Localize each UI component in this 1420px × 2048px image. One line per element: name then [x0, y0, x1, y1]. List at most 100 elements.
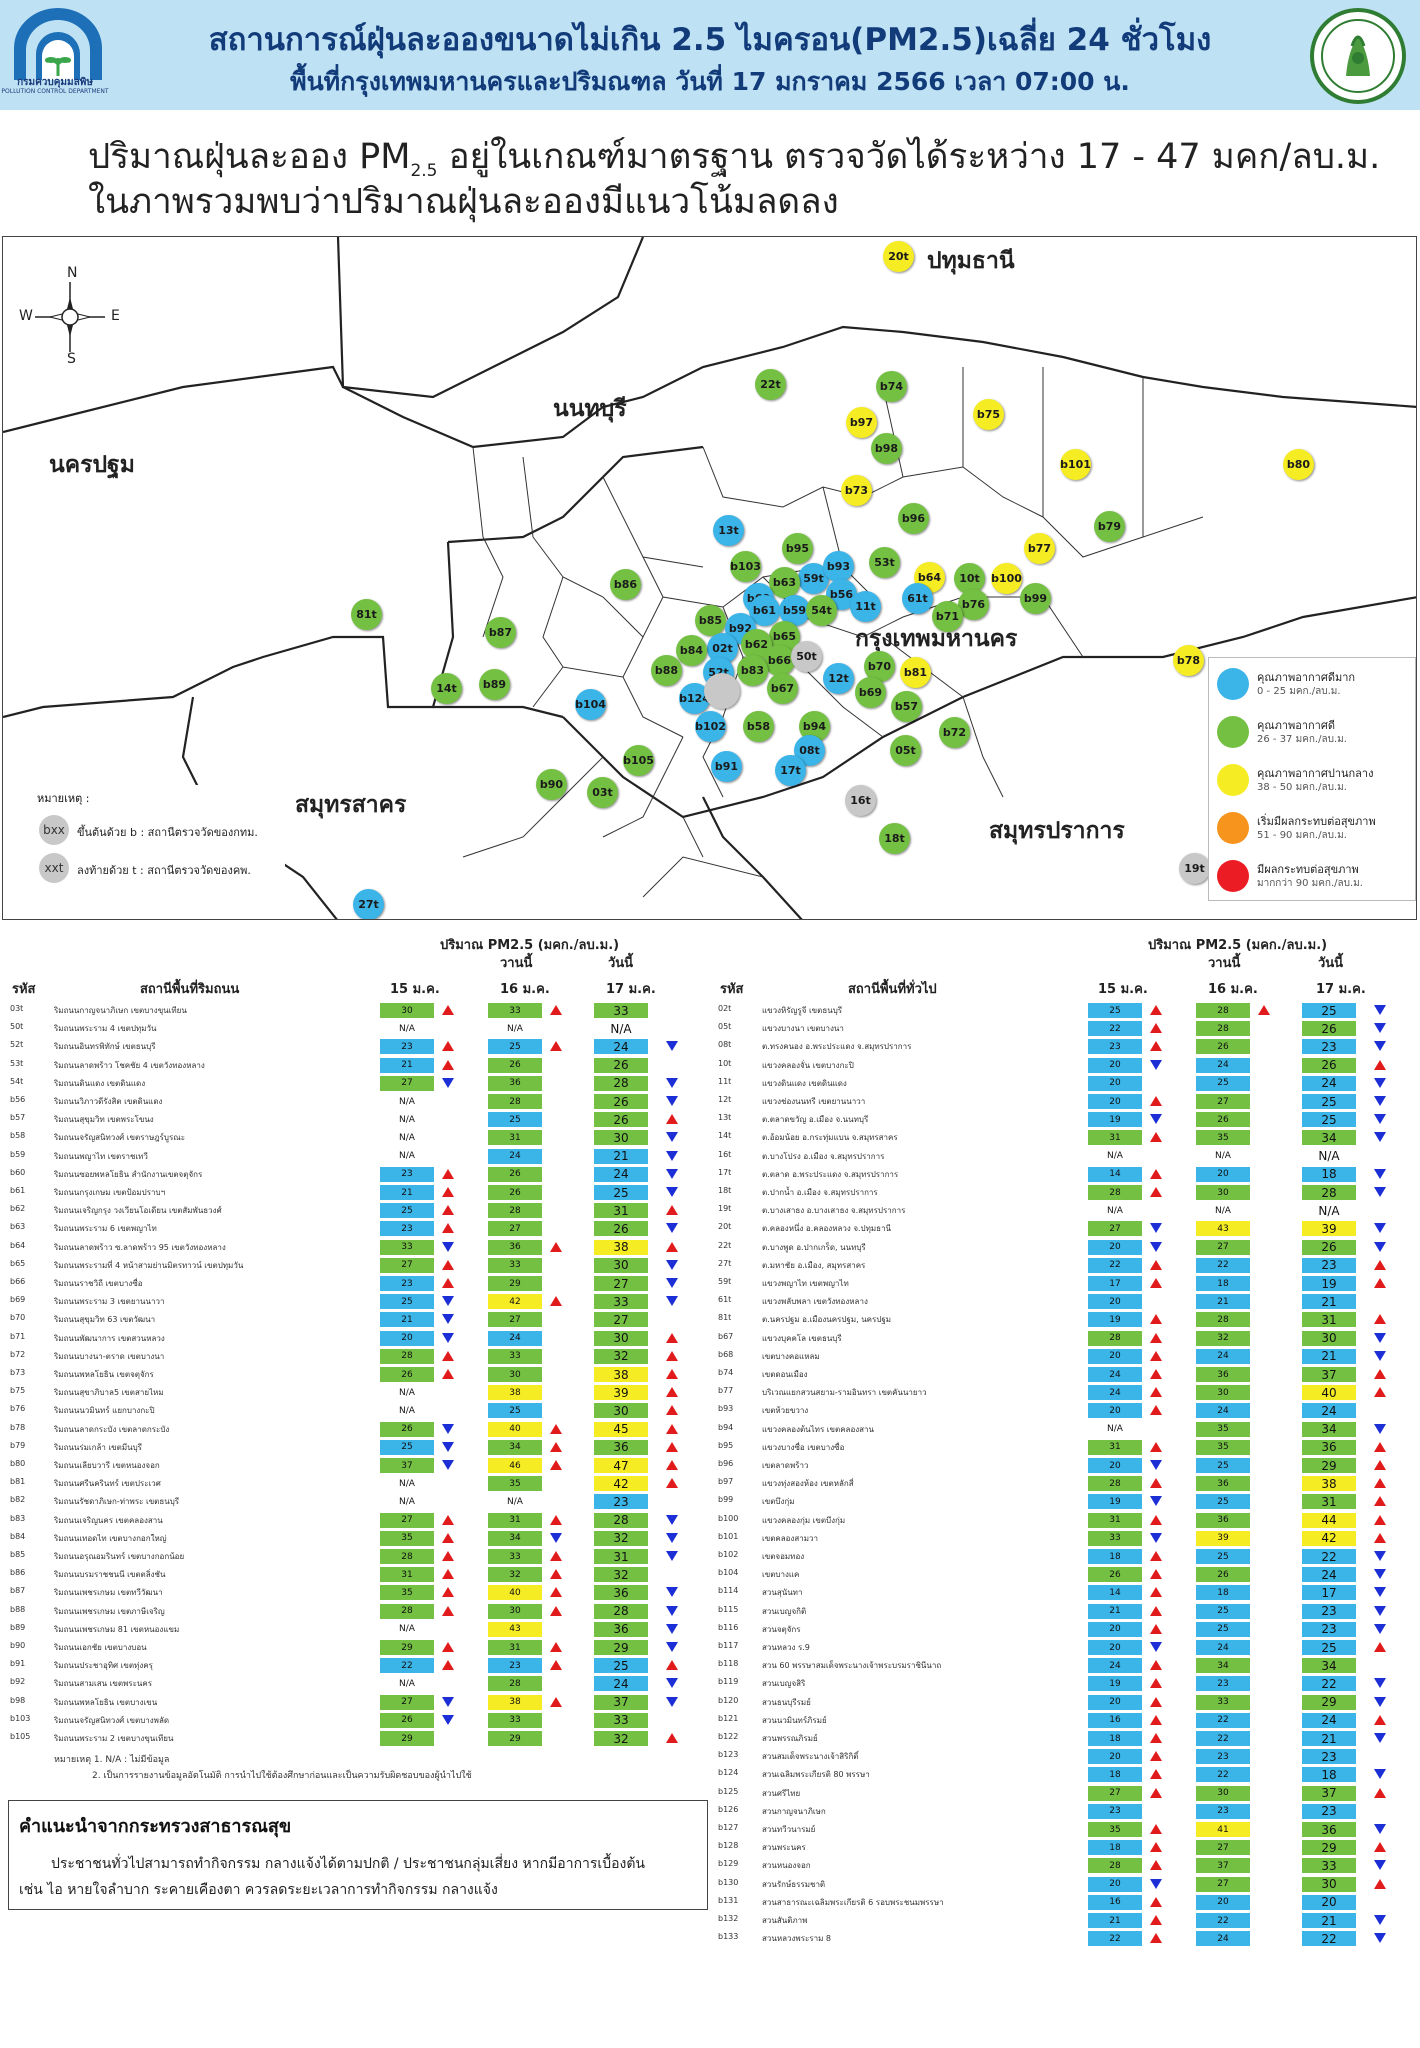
- table-row: b77 บริเวณแยกสวนสยาม-รามอินทรา เขตคันนายา…: [718, 1384, 1410, 1402]
- row-value-v16: 27: [1196, 1876, 1250, 1892]
- trend-up-icon: [666, 1332, 678, 1343]
- trend-up-icon: [442, 1642, 454, 1652]
- trend-up-icon: [1150, 1551, 1162, 1561]
- row-value-v17: 27: [594, 1312, 648, 1328]
- row-value-v17: 23: [594, 1494, 648, 1510]
- pcd-emblem-icon: [14, 8, 102, 80]
- row-value-v17: N/A: [594, 1021, 648, 1037]
- row-code: b114: [718, 1586, 739, 1596]
- trend-down-icon: [442, 1077, 454, 1088]
- compass-south: S: [67, 351, 76, 367]
- station-marker-b98: b98: [871, 433, 902, 464]
- trend-down-icon: [1150, 1241, 1162, 1252]
- row-value-v16: N/A: [1196, 1203, 1250, 1219]
- row-value-v15: 21: [380, 1057, 434, 1073]
- row-value-v16: 24: [488, 1330, 542, 1346]
- table-row: b76 ริมถนนนวมินทร์ แยกบางกะปิ N/A 25 30: [10, 1402, 700, 1420]
- row-value-v15: 20: [1088, 1239, 1142, 1255]
- row-code: b88: [10, 1604, 26, 1614]
- row-station-name: สวนพระนคร: [762, 1843, 806, 1853]
- row-value-v16: 25: [1196, 1075, 1250, 1091]
- row-value-v15: 20: [1088, 1294, 1142, 1310]
- row-station-name: ริมถนนเจริญนคร เขตคลองสาน: [54, 1515, 163, 1525]
- table-row: b80 ริมถนนเลียบวารี เขตหนองจอก 37 46 47: [10, 1457, 700, 1475]
- row-value-v16: 22: [1196, 1257, 1250, 1273]
- row-value-v15: 26: [380, 1712, 434, 1728]
- row-value-v17: 25: [1302, 1094, 1356, 1109]
- footnote-2: 2. เป็นการรายงานข้อมูลอัตโนมัติ การนำไปใ…: [92, 1771, 472, 1781]
- row-value-v17: 32: [594, 1530, 648, 1546]
- row-code: b85: [10, 1550, 26, 1559]
- date-17-header: 17 ม.ค.: [606, 982, 656, 997]
- row-station-name: ริมถนนประชาอุทิศ เขตทุ่งครุ: [54, 1661, 153, 1671]
- row-code: b90: [10, 1641, 26, 1650]
- row-value-v15: 22: [1088, 1257, 1142, 1273]
- row-value-v16: 23: [1196, 1749, 1250, 1765]
- station-marker-b78: b78: [1173, 645, 1204, 676]
- table-row: 22t ต.บางพูด อ.ปากเกร็ด, นนทบุรี 20 27 26: [718, 1239, 1410, 1257]
- trend-up-icon: [1150, 1915, 1162, 1925]
- station-marker-13t: 13t: [713, 515, 744, 546]
- trend-up-icon: [442, 1551, 454, 1561]
- row-value-v15: 33: [1088, 1530, 1142, 1546]
- legend-item: มีผลกระทบต่อสุขภาพ มากกว่า 90 มคก./ลบ.ม.: [1217, 858, 1416, 906]
- row-value-v16: 23: [1196, 1676, 1250, 1692]
- table-row: 54t ริมถนนดินแดง เขตดินแดง 27 36 28: [10, 1075, 700, 1093]
- table-row: b128 สวนพระนคร 18 27 29: [718, 1839, 1410, 1857]
- row-value-v17: 23: [1302, 1039, 1356, 1055]
- trend-up-icon: [1150, 1933, 1162, 1944]
- row-station-name: เขตบางคอแหลม: [762, 1351, 820, 1361]
- trend-up-icon: [442, 1605, 454, 1616]
- row-station-name: ริมถนนเอกชัย เขตบางบอน: [54, 1643, 147, 1652]
- note-sample-b: bxx: [39, 815, 69, 845]
- table-row: b68 เขตบางคอแหลม 20 24 21: [718, 1348, 1410, 1366]
- table-row: 11t แขวงดินแดง เขตดินแดง 20 25 24: [718, 1075, 1410, 1093]
- row-value-v17: 18: [1302, 1166, 1356, 1182]
- trend-up-icon: [666, 1369, 678, 1379]
- trend-up-icon: [550, 1514, 562, 1525]
- row-station-name: ริมถนนเพชรเกษม เขตทวีวัฒนา: [54, 1588, 163, 1598]
- trend-down-icon: [1374, 1332, 1386, 1343]
- station-marker-b57: b57: [891, 691, 922, 722]
- row-value-v16: 25: [1196, 1494, 1250, 1510]
- trend-up-icon: [550, 1551, 562, 1561]
- trend-up-icon: [1150, 1714, 1162, 1725]
- table-row: b58 ริมถนนจรัญสนิทวงศ์ เขตราษฎร์บูรณะ N/A 3…: [10, 1129, 700, 1147]
- table-row: 16t ต.บางโปรง อ.เมือง จ.สมุทรปราการ N/A N/A…: [718, 1148, 1410, 1166]
- station-marker-b91: b91: [711, 751, 742, 782]
- row-value-v17: 17: [1302, 1585, 1356, 1601]
- row-value-v15: 14: [1088, 1166, 1142, 1182]
- trend-up-icon: [1150, 1187, 1162, 1197]
- table-row: b71 ริมถนนพัฒนาการ เขตสวนหลวง 20 24 30: [10, 1330, 700, 1348]
- trend-up-icon: [666, 1405, 678, 1416]
- row-station-name: สวนศรีไทย: [762, 1788, 801, 1798]
- row-value-v17: 23: [1302, 1257, 1356, 1273]
- row-value-v16: 31: [488, 1640, 542, 1655]
- table-row: 50t ริมถนนพระราม 4 เขตปทุมวัน N/A N/A N/A: [10, 1020, 700, 1038]
- table-row: b63 ริมถนนพระราม 6 เขตพญาไท 23 27 26: [10, 1220, 700, 1238]
- table-row: 08t ต.ทรงคนอง อ.พระประแดง จ.สมุทรปราการ 23…: [718, 1038, 1410, 1056]
- row-code: b115: [718, 1604, 739, 1614]
- row-code: b64: [10, 1240, 26, 1250]
- row-value-v15: 24: [1088, 1385, 1142, 1401]
- row-value-v17: 30: [594, 1130, 648, 1146]
- row-code: b77: [718, 1386, 734, 1396]
- row-value-v17: 33: [594, 1712, 648, 1728]
- row-value-v16: 27: [1196, 1094, 1250, 1109]
- row-value-v17: 34: [1302, 1421, 1356, 1437]
- row-value-v15: N/A: [380, 1494, 434, 1510]
- row-code: b86: [10, 1568, 26, 1578]
- row-code: 59t: [718, 1277, 732, 1286]
- table-row: b97 แขวงทุ่งสองห้อง เขตหลักสี่ 28 36 38: [718, 1475, 1410, 1493]
- trend-down-icon: [1374, 1733, 1386, 1743]
- table-row: b59 ริมถนนพญาไท เขตราชเทวี N/A 24 21: [10, 1148, 700, 1166]
- table-row: b129 สวนหนองจอก 28 37 33: [718, 1857, 1410, 1875]
- legend-item: คุณภาพอากาศดี 26 - 37 มคก./ลบ.ม.: [1217, 714, 1416, 762]
- row-value-v17: 28: [594, 1603, 648, 1619]
- row-station-name: ต.ตลาด อ.พระประแดง จ.สมุทรปราการ: [762, 1169, 899, 1179]
- station-marker-unlabeled: [704, 673, 740, 709]
- row-code: b132: [718, 1914, 739, 1923]
- trend-up-icon: [666, 1205, 678, 1216]
- row-station-name: แขวงพญาไท เขตพญาไท: [762, 1279, 849, 1288]
- table-row: 59t แขวงพญาไท เขตพญาไท 17 18 19: [718, 1275, 1410, 1293]
